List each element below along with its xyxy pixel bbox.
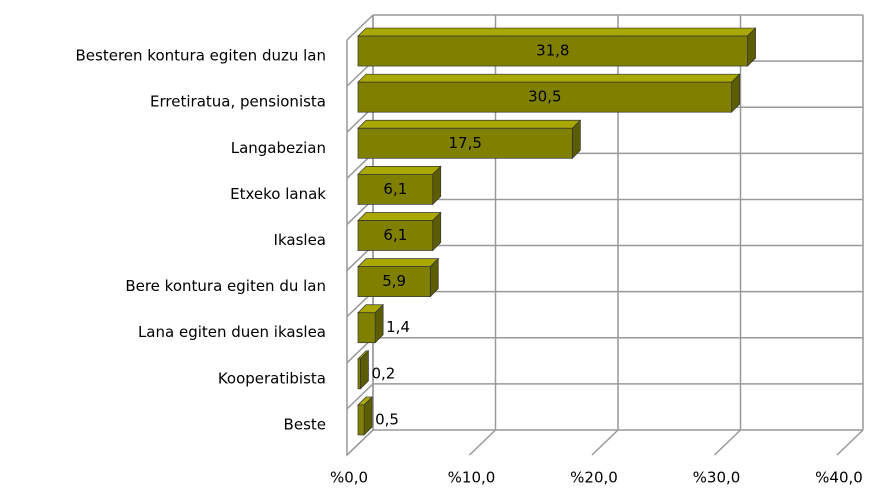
value-label: 31,8	[536, 42, 569, 60]
bar-top	[357, 73, 741, 83]
bar	[357, 312, 376, 344]
value-label: 30,5	[528, 88, 561, 106]
value-label: 5,9	[382, 272, 406, 290]
x-tick-label: %0,0	[330, 469, 368, 487]
y-tick-label: Besteren kontura egiten duzu lan	[76, 47, 326, 65]
x-tick-label: %30,0	[693, 469, 741, 487]
bar-top	[357, 119, 582, 129]
bar	[357, 174, 434, 205]
y-tick-label: Ikaslea	[274, 231, 326, 249]
value-label: 6,1	[383, 180, 407, 198]
y-tick-label: Bere kontura egiten du lan	[125, 277, 326, 295]
bar	[357, 35, 748, 67]
value-label: 0,5	[375, 410, 399, 428]
floor-line	[468, 429, 497, 456]
floor-line	[836, 429, 864, 456]
bar	[357, 404, 365, 436]
x-tick-label: %20,0	[570, 469, 618, 487]
y-tick-label: Etxeko lanak	[230, 185, 326, 203]
category-line	[346, 14, 374, 41]
bar	[357, 358, 361, 390]
bar-top	[357, 258, 440, 267]
x-tick-label: %40,0	[815, 469, 863, 487]
y-tick-label: Beste	[284, 415, 326, 433]
value-label: 6,1	[383, 226, 407, 244]
y-tick-label: Kooperatibista	[218, 369, 326, 387]
bar	[357, 266, 431, 297]
bar-top	[357, 27, 757, 37]
floor-line	[713, 429, 742, 456]
value-label: 1,4	[386, 318, 410, 336]
floor-line	[591, 429, 619, 456]
x-tick-label: %10,0	[448, 469, 496, 487]
y-tick-label: Lana egiten duen ikaslea	[138, 323, 326, 341]
category-line	[346, 383, 374, 410]
floor-line	[346, 429, 374, 456]
bar	[357, 127, 573, 159]
bar-top	[357, 212, 442, 221]
y-tick-label: Erretiratua, pensionista	[150, 93, 326, 111]
value-label: 17,5	[448, 134, 481, 152]
y-tick-label: Langabezian	[231, 139, 326, 157]
bar	[357, 220, 434, 251]
value-label: 0,2	[371, 364, 395, 382]
bar	[357, 81, 732, 113]
bar-top	[357, 166, 442, 175]
